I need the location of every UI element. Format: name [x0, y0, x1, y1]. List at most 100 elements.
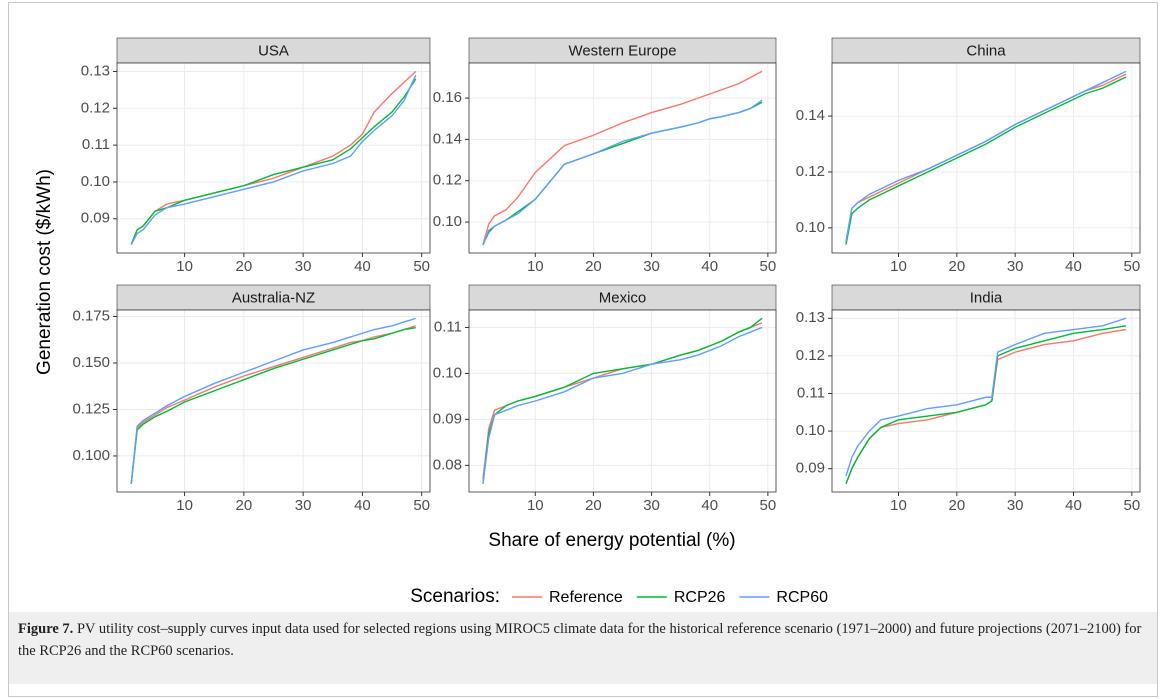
caption-text: PV utility cost–supply curves input data… [18, 621, 1142, 659]
legend-label: RCP60 [776, 589, 828, 606]
series-line [130, 317, 416, 484]
series-line [130, 74, 417, 245]
x-tick-label: 30 [295, 497, 312, 514]
x-tick-label: 20 [948, 258, 965, 275]
y-tick-label: 0.11 [82, 136, 110, 153]
series-line [482, 326, 763, 484]
x-tick-label: 30 [643, 497, 660, 514]
x-tick-label: 20 [236, 497, 253, 514]
x-tick-label: 50 [1123, 497, 1140, 514]
y-tick-label: 0.09 [433, 410, 462, 427]
y-tick-label: 0.10 [796, 422, 825, 439]
legend-title: Scenarios: [410, 586, 500, 607]
x-tick-label: 20 [948, 497, 965, 514]
x-tick-label: 10 [527, 258, 544, 275]
y-axis-label: Generation cost ($/kWh) [34, 169, 55, 375]
y-tick-label: 0.11 [434, 318, 462, 335]
x-tick-label: 10 [890, 497, 907, 514]
panel-border [468, 309, 777, 493]
caption: Figure 7. PV utility cost–supply curves … [9, 612, 1157, 684]
x-tick-label: 10 [527, 497, 544, 514]
y-tick-label: 0.12 [796, 347, 825, 364]
panel-border [831, 309, 1141, 493]
figure-frame [8, 2, 1158, 697]
x-axis-label: Share of energy potential (%) [488, 530, 735, 551]
y-tick-label: 0.12 [796, 163, 825, 180]
y-tick-label: 0.12 [81, 99, 110, 116]
y-tick-label: 0.08 [433, 456, 462, 473]
series-line [845, 325, 1127, 484]
x-tick-label: 30 [1007, 258, 1024, 275]
y-tick-label: 0.14 [796, 107, 825, 124]
panel-background [469, 63, 776, 253]
strip [468, 37, 777, 64]
x-tick-label: 30 [643, 258, 660, 275]
panel-title: India [970, 289, 1003, 306]
y-tick-label: 0.175 [72, 307, 110, 324]
x-tick-label: 50 [413, 258, 430, 275]
y-tick-label: 0.11 [797, 384, 825, 401]
x-tick-label: 20 [585, 497, 602, 514]
series-line [482, 70, 763, 245]
series-line [130, 78, 417, 245]
series-line [845, 317, 1127, 477]
x-tick-label: 40 [354, 258, 371, 275]
x-tick-label: 40 [354, 497, 371, 514]
y-tick-label: 0.12 [433, 172, 462, 189]
series-line [482, 99, 763, 246]
caption-label: Figure 7. [18, 621, 74, 637]
x-tick-label: 10 [176, 497, 193, 514]
x-tick-label: 40 [701, 258, 718, 275]
series-line [845, 76, 1127, 245]
panel-background [832, 63, 1140, 253]
panel-title: Australia-NZ [232, 289, 315, 306]
y-tick-label: 0.10 [433, 213, 462, 230]
x-tick-label: 50 [760, 258, 777, 275]
panel-title: USA [258, 42, 289, 59]
y-tick-label: 0.09 [796, 460, 825, 477]
strip [831, 37, 1141, 64]
y-tick-label: 0.10 [796, 219, 825, 236]
x-tick-label: 30 [1007, 497, 1024, 514]
y-tick-label: 0.16 [433, 89, 462, 106]
legend-label: RCP26 [674, 589, 726, 606]
y-tick-label: 0.13 [796, 309, 825, 326]
y-tick-label: 0.10 [81, 173, 110, 190]
x-tick-label: 40 [1065, 497, 1082, 514]
strip [831, 284, 1141, 311]
y-tick-label: 0.125 [72, 400, 110, 417]
panel-background [117, 63, 430, 253]
strip [116, 284, 431, 311]
x-tick-label: 50 [1123, 258, 1140, 275]
y-tick-label: 0.09 [81, 210, 110, 227]
series-line [845, 70, 1127, 242]
series-line [130, 325, 416, 484]
y-tick-label: 0.10 [433, 364, 462, 381]
y-tick-label: 0.150 [72, 354, 110, 371]
x-tick-label: 10 [890, 258, 907, 275]
chart: Generation cost ($/kWh) Share of energy … [34, 37, 1141, 607]
x-tick-label: 50 [760, 497, 777, 514]
x-tick-label: 40 [701, 497, 718, 514]
panel-background [117, 310, 430, 492]
legend-label: Reference [549, 589, 623, 606]
panel-border [116, 309, 431, 493]
y-tick-label: 0.13 [81, 62, 110, 79]
x-tick-label: 40 [1065, 258, 1082, 275]
y-tick-label: 0.14 [433, 130, 462, 147]
x-tick-label: 30 [295, 258, 312, 275]
x-tick-label: 50 [413, 497, 430, 514]
panel-border [116, 62, 431, 254]
series-line [482, 317, 763, 484]
series-line [130, 326, 416, 484]
panel-border [831, 62, 1141, 254]
panel-title: China [966, 42, 1006, 59]
y-tick-label: 0.100 [72, 447, 110, 464]
x-tick-label: 10 [176, 258, 193, 275]
panel-background [832, 310, 1140, 492]
panel-border [468, 62, 777, 254]
x-tick-label: 20 [236, 258, 253, 275]
panel-title: Western Europe [568, 42, 676, 59]
x-tick-label: 20 [585, 258, 602, 275]
